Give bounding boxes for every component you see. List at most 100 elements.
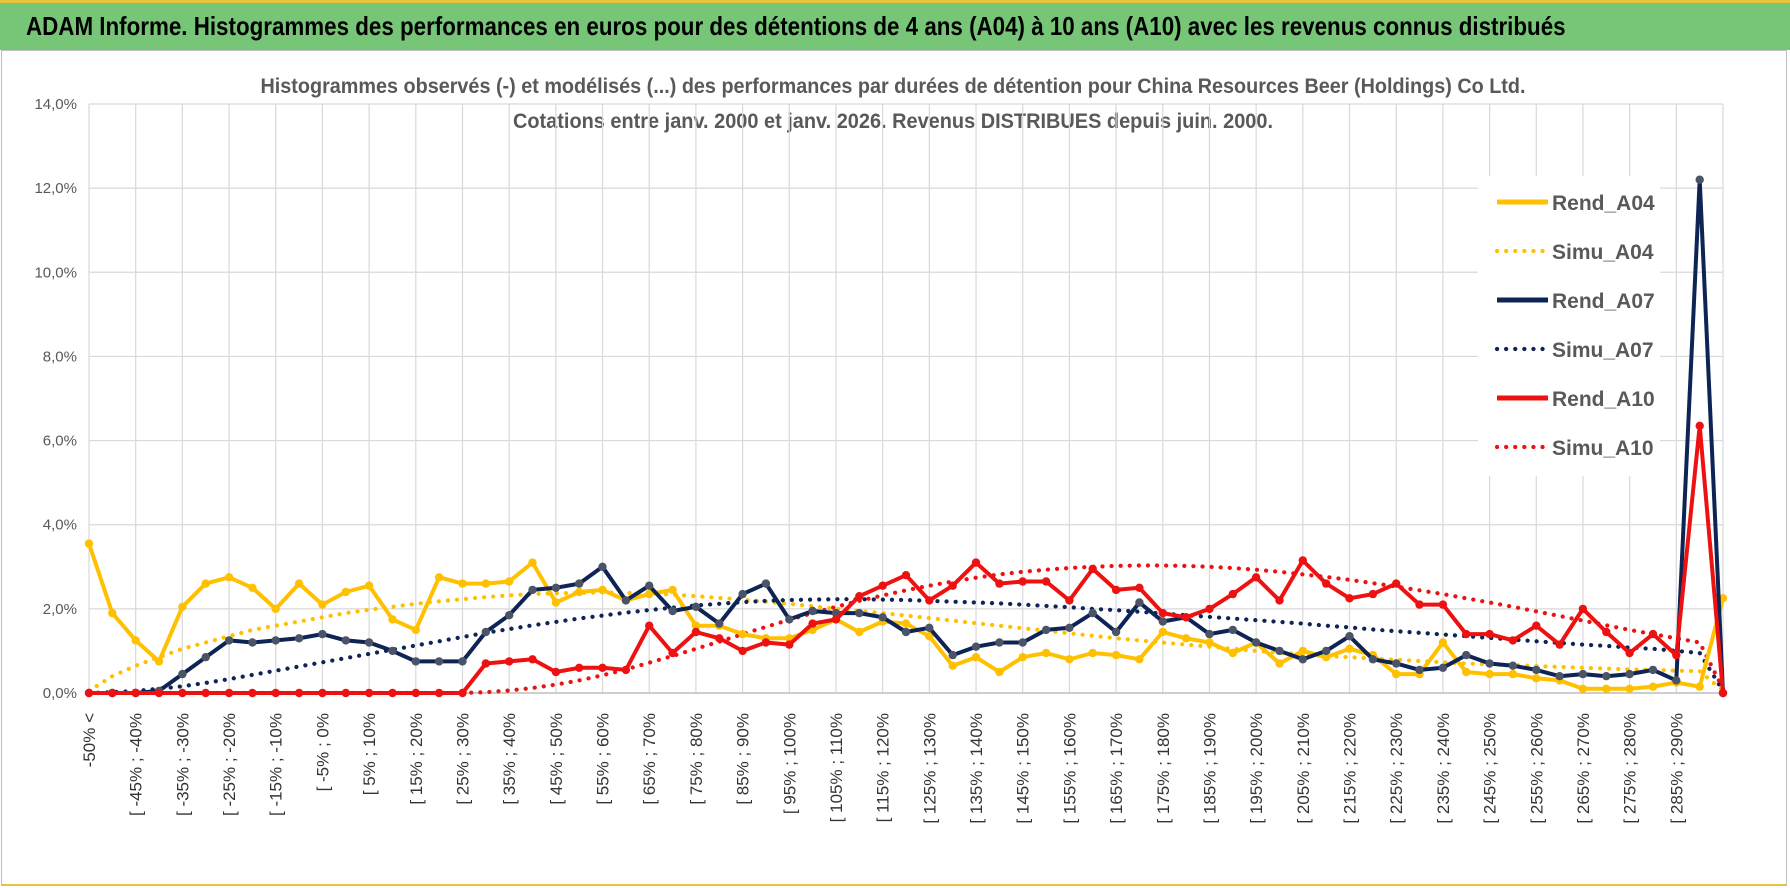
data-point [434, 688, 444, 698]
data-point [1508, 636, 1518, 645]
data-point [551, 598, 561, 607]
data-point [364, 688, 374, 698]
data-point [1438, 638, 1448, 647]
data-point [738, 646, 747, 656]
x-tick-label: [ 45% ; 50% [547, 713, 566, 805]
data-point [224, 573, 234, 582]
data-point [1578, 669, 1588, 679]
legend-label: Simu_A10 [1552, 437, 1654, 460]
data-point [1438, 663, 1448, 672]
grid [88, 103, 1724, 694]
data-point [201, 688, 210, 698]
data-point [294, 634, 304, 643]
data-point [131, 636, 140, 645]
x-tick-label: [ 75% ; 80% [687, 713, 706, 805]
data-point [645, 581, 654, 590]
data-point [1275, 659, 1284, 668]
data-point [131, 688, 140, 698]
data-point [808, 606, 817, 616]
data-point [878, 581, 887, 590]
data-point [1228, 589, 1238, 599]
data-point [1111, 627, 1121, 637]
x-tick-label: [ 275% ; 280% [1621, 713, 1640, 824]
x-tick-label: [ 205% ; 210% [1294, 713, 1313, 824]
data-point [1532, 674, 1541, 683]
x-tick-label: [ -5% ; 0% [313, 713, 332, 791]
data-point [1088, 608, 1097, 618]
x-tick-label: [ 55% ; 60% [594, 713, 613, 805]
data-point [434, 573, 444, 582]
data-point [1228, 625, 1238, 635]
data-point [1555, 672, 1564, 681]
data-point [948, 581, 957, 590]
data-point [1625, 684, 1634, 693]
data-point [598, 663, 607, 672]
legend-item-rend-a07: Rend_A07 [1497, 290, 1655, 313]
data-point [691, 621, 701, 630]
data-point [551, 667, 561, 677]
data-point [1135, 655, 1144, 664]
data-point [84, 688, 94, 698]
data-point [411, 688, 420, 698]
data-point [808, 619, 817, 628]
data-point [1251, 638, 1261, 647]
data-point [458, 579, 467, 588]
data-point [271, 604, 280, 614]
data-point [178, 602, 187, 611]
x-tick-label: [ 285% ; 290% [1667, 713, 1686, 824]
data-point [785, 615, 794, 624]
data-point [154, 688, 164, 698]
data-point [1158, 627, 1168, 637]
data-point [598, 585, 607, 595]
y-tick-label: 2,0% [43, 601, 77, 618]
data-point [715, 634, 724, 643]
data-point [855, 592, 864, 601]
series-line [86, 590, 1726, 694]
data-point [575, 579, 584, 588]
x-tick-label: [ 65% ; 70% [640, 713, 659, 805]
page-title: ADAM Informe. Histogrammes des performan… [26, 11, 1566, 41]
data-point [901, 627, 911, 637]
data-point [1018, 577, 1027, 586]
data-point [901, 571, 911, 580]
data-point [1181, 613, 1191, 622]
data-point [1065, 596, 1074, 605]
data-point [108, 608, 117, 618]
data-point [575, 587, 584, 597]
data-point [878, 613, 887, 622]
data-point [528, 558, 537, 567]
data-point [178, 688, 187, 698]
series-line [87, 541, 1725, 691]
data-point [551, 583, 561, 592]
legend-label: Rend_A07 [1552, 290, 1655, 313]
data-point [1181, 634, 1191, 643]
data-point [1625, 648, 1634, 658]
data-point [1532, 665, 1541, 675]
data-point [364, 581, 374, 590]
data-point [925, 623, 934, 632]
data-point [1462, 667, 1471, 677]
data-point [411, 625, 420, 635]
data-point [388, 646, 397, 656]
data-point [948, 650, 957, 660]
data-point [1672, 676, 1681, 685]
data-point [341, 688, 350, 698]
legend-label: Rend_A04 [1552, 192, 1655, 215]
data-point [1158, 608, 1168, 618]
data-point [388, 688, 397, 698]
data-point [1602, 672, 1611, 681]
data-point [1392, 579, 1401, 588]
x-tick-label: [ 35% ; 40% [500, 713, 519, 805]
data-point [505, 577, 514, 586]
data-point [1672, 650, 1681, 660]
x-tick-label: [ -25% ; -20% [220, 713, 239, 816]
series-simu-a07 [86, 597, 1726, 696]
data-point [761, 579, 771, 588]
data-point [645, 589, 654, 599]
x-tick-label: [ 85% ; 90% [734, 713, 753, 805]
x-tick-label: [ -35% ; -30% [173, 713, 192, 816]
data-point [248, 688, 257, 698]
data-point [271, 688, 280, 698]
x-tick-label: [ 135% ; 140% [967, 713, 986, 824]
data-point [1088, 648, 1097, 658]
